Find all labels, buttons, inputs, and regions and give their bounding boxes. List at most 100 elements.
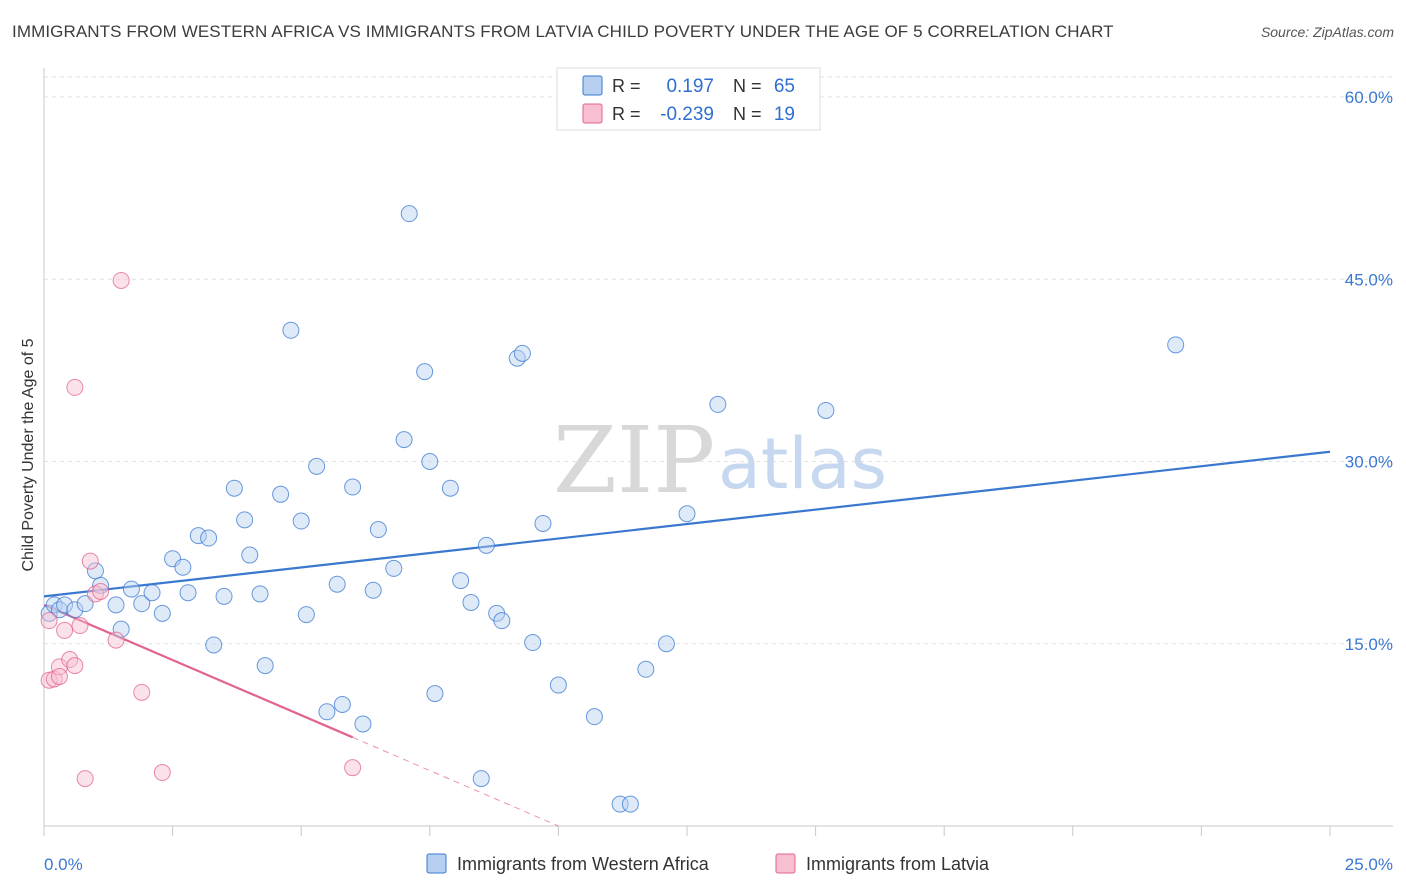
data-point xyxy=(40,604,58,622)
data-point xyxy=(318,703,336,721)
data-point xyxy=(1167,336,1185,354)
data-point xyxy=(241,546,259,564)
x-tick-labels: 0.0% 25.0% xyxy=(44,855,1393,874)
data-point xyxy=(493,612,511,630)
data-point xyxy=(657,635,675,653)
data-point xyxy=(236,511,254,529)
data-point xyxy=(344,478,362,496)
data-point xyxy=(400,205,418,223)
data-point xyxy=(611,795,629,813)
series-legend-label: Immigrants from Latvia xyxy=(806,854,990,874)
data-point xyxy=(292,512,310,530)
data-point xyxy=(282,321,300,339)
data-point xyxy=(344,759,362,777)
data-point xyxy=(66,378,84,396)
data-point xyxy=(462,593,480,611)
data-point xyxy=(395,431,413,449)
data-point xyxy=(369,521,387,539)
data-point xyxy=(133,683,151,701)
data-point xyxy=(40,612,58,630)
data-point xyxy=(472,770,490,788)
legend-n-value: 65 xyxy=(774,76,795,97)
y-axis-label: Child Poverty Under the Age of 5 xyxy=(20,338,37,571)
data-point xyxy=(179,584,197,602)
y-tick-label: 45.0% xyxy=(1345,270,1393,289)
data-point xyxy=(112,271,130,289)
data-point xyxy=(272,485,290,503)
data-point xyxy=(426,685,444,703)
data-point xyxy=(328,575,346,593)
series-legend-swatch-pink xyxy=(775,853,796,874)
watermark-zip: ZIP xyxy=(553,407,715,514)
chart-title: IMMIGRANTS FROM WESTERN AFRICA VS IMMIGR… xyxy=(12,22,1114,41)
data-point xyxy=(112,620,130,638)
data-point xyxy=(364,581,382,599)
data-point xyxy=(621,795,639,813)
data-point xyxy=(817,401,835,419)
data-points xyxy=(40,205,1185,813)
legend-n-label: N = xyxy=(733,104,762,124)
data-point xyxy=(45,596,63,614)
trend-line xyxy=(43,450,1331,598)
data-point xyxy=(549,676,567,694)
data-point xyxy=(421,453,439,470)
data-point xyxy=(76,595,94,613)
data-point xyxy=(143,584,161,602)
data-point xyxy=(416,363,434,381)
legend-swatch-blue xyxy=(582,75,603,96)
data-point xyxy=(637,660,655,678)
trend-line xyxy=(43,603,354,739)
data-point xyxy=(534,514,552,532)
data-point xyxy=(50,668,68,686)
legend-swatch-pink xyxy=(582,103,603,124)
data-point xyxy=(56,621,74,639)
data-point xyxy=(107,596,125,614)
data-point xyxy=(56,596,74,614)
data-point xyxy=(50,601,68,619)
data-point xyxy=(66,657,84,675)
legend: R = 0.197 N = 65 R = -0.239 N = 19 xyxy=(556,67,821,131)
data-point xyxy=(107,631,125,649)
legend-n-value: 19 xyxy=(774,104,795,125)
series-legend-label: Immigrants from Western Africa xyxy=(457,854,710,874)
data-point xyxy=(215,587,233,605)
legend-r-value: 0.197 xyxy=(666,76,714,97)
legend-n-label: N = xyxy=(733,76,762,96)
data-point xyxy=(452,572,470,590)
chart-source: Source: ZipAtlas.com xyxy=(1260,24,1394,40)
data-point xyxy=(709,395,727,413)
legend-r-label: R = xyxy=(612,104,641,124)
y-tick-label: 15.0% xyxy=(1345,635,1393,654)
data-point xyxy=(76,770,94,788)
data-point xyxy=(200,529,218,547)
data-point xyxy=(256,657,274,675)
data-point xyxy=(251,585,269,603)
y-tick-label: 60.0% xyxy=(1345,88,1393,107)
data-point xyxy=(40,671,58,689)
trend-lines xyxy=(43,450,1331,827)
data-point xyxy=(66,601,84,619)
series-legend-swatch-blue xyxy=(426,853,447,874)
data-point xyxy=(71,617,89,635)
data-point xyxy=(354,715,372,733)
data-point xyxy=(133,595,151,613)
y-tick-labels: 15.0% 30.0% 45.0% 60.0% xyxy=(1345,88,1393,654)
data-point xyxy=(308,457,326,475)
data-point xyxy=(513,344,531,362)
data-point xyxy=(477,536,495,554)
watermark-atlas: atlas xyxy=(718,423,887,505)
data-point xyxy=(333,696,351,713)
legend-r-value: -0.239 xyxy=(660,104,714,125)
data-point xyxy=(385,559,403,577)
data-point xyxy=(297,606,315,624)
data-point xyxy=(92,583,110,601)
data-point xyxy=(174,558,192,576)
data-point xyxy=(122,580,140,598)
watermark: ZIP atlas xyxy=(553,407,887,514)
data-point xyxy=(153,764,171,782)
data-point xyxy=(205,636,223,654)
data-point xyxy=(585,708,603,726)
data-point xyxy=(441,479,459,497)
data-point xyxy=(678,505,696,523)
